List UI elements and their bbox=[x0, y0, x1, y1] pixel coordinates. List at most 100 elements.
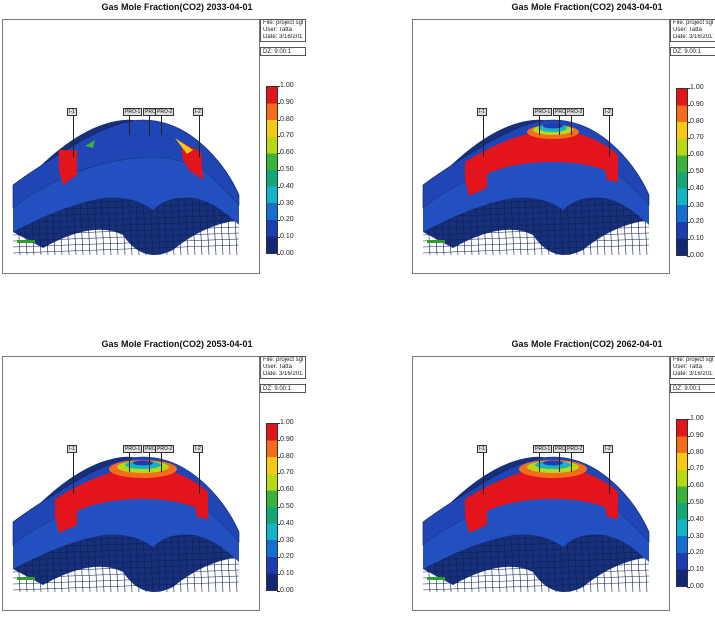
co2-zone-cap bbox=[465, 130, 618, 196]
grid-line bbox=[149, 536, 154, 593]
grid-line bbox=[128, 536, 133, 593]
grid-line bbox=[566, 199, 571, 256]
legend-tick-label: 0.10 bbox=[277, 233, 294, 241]
grid-line bbox=[156, 199, 161, 256]
grid-line bbox=[12, 575, 240, 585]
legend-tick-label: 0.90 bbox=[687, 100, 704, 108]
well-trajectory bbox=[483, 452, 484, 494]
file-label: File: project sgh in bbox=[263, 20, 303, 26]
legend-tick-label: 0.90 bbox=[687, 431, 704, 439]
well-label: PRO-2 bbox=[565, 445, 585, 453]
reservoir-plot: I-1 PRO-1 PRO-3 PRO-2 I-2 bbox=[412, 19, 670, 274]
well-trajectory bbox=[609, 452, 610, 494]
legend-tick-label: 0.80 bbox=[277, 452, 294, 460]
grid-line bbox=[79, 536, 84, 593]
date-label: Date: 3/16/2012 bbox=[673, 371, 713, 377]
well-trajectory bbox=[571, 115, 572, 135]
legend-tick-label: 0.20 bbox=[277, 216, 294, 224]
color-legend: 1.00 0.90 0.80 0.70 0.60 0.50 0.40 0.30 0.20 0.10… bbox=[266, 82, 294, 257]
dz-label: DZ: 9.00:1 bbox=[670, 47, 715, 56]
legend-tick-label: 0.00 bbox=[277, 587, 294, 594]
legend-tick-label: 0.50 bbox=[687, 499, 704, 506]
grid-line bbox=[184, 199, 189, 256]
well-label: I-2 bbox=[603, 108, 613, 116]
grid-line bbox=[93, 199, 98, 256]
well-trajectory bbox=[161, 115, 162, 135]
legend-tick-label: 0.30 bbox=[277, 199, 294, 207]
grid-line bbox=[524, 536, 529, 593]
date-label: Date: 3/16/2012 bbox=[263, 371, 303, 377]
grid-line bbox=[601, 199, 606, 256]
co2-zone-cap bbox=[55, 467, 208, 533]
legend-tick-label: 0.40 bbox=[687, 515, 704, 523]
grid-line bbox=[503, 199, 508, 256]
legend-tick-label: 0.90 bbox=[277, 435, 294, 443]
legend-tick-label: 0.20 bbox=[687, 218, 704, 226]
grid-line bbox=[121, 536, 126, 593]
scale-bar bbox=[17, 240, 35, 243]
grid-line bbox=[107, 199, 112, 256]
grid-line bbox=[121, 199, 126, 256]
well-trajectory bbox=[539, 452, 540, 472]
color-legend: 1.00 0.90 0.80 0.70 0.60 0.50 0.40 0.30 0.20 0.10… bbox=[676, 84, 704, 259]
scale-bar bbox=[17, 577, 35, 580]
legend-tick-label: 0.80 bbox=[687, 448, 704, 456]
grid-line bbox=[198, 199, 203, 256]
well-trajectory bbox=[539, 115, 540, 135]
grid-line bbox=[573, 199, 578, 256]
co2-zone-cap bbox=[465, 467, 618, 533]
grid-line bbox=[198, 536, 203, 593]
grid-line bbox=[608, 199, 613, 256]
legend-tick-label: 1.00 bbox=[277, 419, 294, 426]
legend-tick-label: 1.00 bbox=[687, 415, 704, 422]
well-label: PRO-1 bbox=[123, 445, 143, 453]
legend-tick-label: 0.80 bbox=[687, 117, 704, 125]
grid-line bbox=[538, 199, 543, 256]
info-box: File: project sgh in User: Tatta Date: 3… bbox=[260, 19, 306, 42]
grid-line bbox=[422, 232, 650, 242]
grid-line bbox=[482, 199, 487, 256]
grid-line bbox=[422, 569, 650, 579]
grid-line bbox=[422, 575, 650, 585]
legend-tick-label: 0.40 bbox=[277, 182, 294, 190]
grid-line bbox=[573, 536, 578, 593]
co2-plume bbox=[543, 123, 563, 129]
legend-tick-label: 0.10 bbox=[277, 570, 294, 578]
grid-line bbox=[517, 199, 522, 256]
grid-line bbox=[12, 557, 240, 567]
well-trajectory bbox=[483, 115, 484, 157]
file-label: File: project sgh in bbox=[673, 357, 713, 363]
legend-tick-label: 0.00 bbox=[687, 252, 704, 259]
grid-line bbox=[177, 536, 182, 593]
user-label: User: Tatta bbox=[263, 27, 292, 33]
grid-line bbox=[184, 536, 189, 593]
grid-line bbox=[191, 536, 196, 593]
grid-line bbox=[566, 536, 571, 593]
grid-line bbox=[86, 199, 91, 256]
dz-label: DZ: 9.00:1 bbox=[260, 384, 306, 393]
well-label: I-1 bbox=[67, 108, 77, 116]
well-trajectory bbox=[73, 452, 74, 494]
grid-line bbox=[12, 551, 240, 561]
grid-line bbox=[156, 536, 161, 593]
grid-line bbox=[552, 199, 557, 256]
user-label: User: Tatta bbox=[673, 27, 702, 33]
grid-line bbox=[79, 199, 84, 256]
well-label: PRO-2 bbox=[155, 108, 175, 116]
co2-plume bbox=[543, 460, 563, 466]
grid-line bbox=[524, 199, 529, 256]
grid-line bbox=[12, 226, 240, 236]
scale-bar bbox=[427, 240, 445, 243]
grid-line bbox=[422, 581, 650, 591]
grid-line bbox=[128, 199, 133, 256]
grid-line bbox=[559, 536, 564, 593]
grid-line bbox=[422, 214, 650, 224]
grid-line bbox=[422, 545, 650, 555]
panel-title: Gas Mole Fraction(CO2) 2033-04-01 bbox=[101, 2, 253, 12]
legend-tick-label: 0.60 bbox=[687, 151, 704, 159]
grid-line bbox=[587, 199, 592, 256]
legend-tick-label: 0.40 bbox=[277, 519, 294, 527]
legend-tick-label: 0.50 bbox=[277, 166, 294, 173]
reservoir-plot: I-1 PRO-1 PRO-3 PRO-2 I-2 bbox=[412, 356, 670, 611]
grid-line bbox=[422, 244, 650, 254]
